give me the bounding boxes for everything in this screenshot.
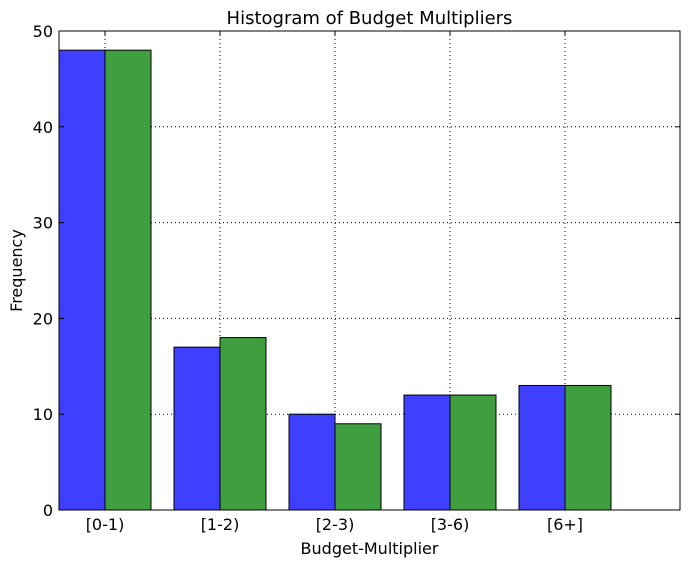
- y-tick-label: 20: [33, 309, 53, 328]
- y-tick-label: 50: [33, 22, 53, 41]
- bar-series-1-1: [173, 346, 221, 511]
- x-tick-label: [0-1): [86, 515, 125, 534]
- bar-series-2-2: [334, 423, 382, 511]
- y-tick-label: 30: [33, 214, 53, 233]
- y-axis-label: Frequency: [7, 229, 26, 312]
- x-tick-label: [2-3): [316, 515, 355, 534]
- bar-series-2-3: [449, 394, 497, 511]
- bar-series-1-0: [58, 49, 106, 511]
- bars: [58, 49, 612, 511]
- bar-series-2-0: [104, 49, 152, 511]
- x-tick-label: [1-2): [201, 515, 240, 534]
- y-tick-label: 40: [33, 118, 53, 137]
- bar-series-1-2: [288, 413, 336, 511]
- bar-series-1-3: [403, 394, 451, 511]
- bar-series-1-4: [518, 384, 566, 511]
- y-tick-label: 10: [33, 405, 53, 424]
- y-tick-label: 0: [43, 501, 53, 520]
- chart-title: Histogram of Budget Multipliers: [227, 8, 513, 29]
- x-tick-label: [3-6): [431, 515, 470, 534]
- bar-series-2-4: [564, 384, 612, 511]
- x-tick-label: [6+]: [547, 515, 583, 534]
- axis-ticks: [0-1) [1-2) [2-3) [3-6) [6+] 0 10 20 30 40 50: [33, 22, 680, 534]
- plot-frame: [58, 30, 681, 511]
- x-axis-label: Budget-Multiplier: [301, 539, 439, 558]
- bar-series-2-1: [219, 337, 267, 511]
